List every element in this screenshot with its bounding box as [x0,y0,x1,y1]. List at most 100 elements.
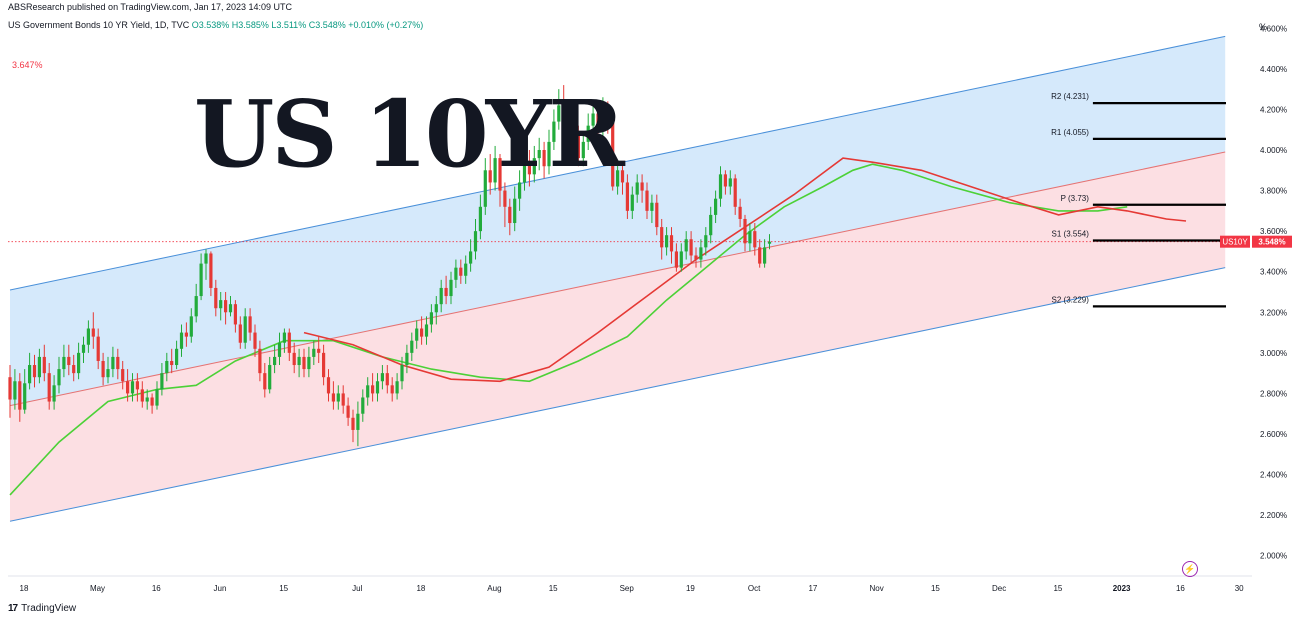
pivot-label: R1 (4.055) [1051,128,1089,137]
x-tick-label: 30 [1235,584,1244,593]
candle [135,373,139,402]
y-tick-label: 2.600% [1260,430,1287,439]
candle [155,381,159,410]
candle-body [189,316,193,337]
candle [606,101,610,134]
candle-body [155,389,159,406]
candle [674,243,678,272]
candle [375,373,380,402]
candle-body [194,296,198,317]
candle-body [473,231,478,252]
candle [684,231,688,260]
candle [586,113,590,150]
candle-body [47,373,51,402]
candle [709,206,713,244]
x-tick-label: Sep [620,584,635,593]
candle [297,348,301,378]
candle [258,340,262,382]
candle [287,328,291,361]
pivot-level: S1 (3.554) [1052,229,1226,242]
candle [767,234,772,250]
candle-body [219,300,223,309]
pivot-levels: R2 (4.231) R1 (4.055) P (3.73) S1 (3.554) S2… [1051,92,1226,308]
candle [351,409,355,443]
candle [508,198,512,236]
candle-body [72,365,76,374]
candle [28,352,32,390]
candle [552,109,556,150]
candle-body [77,352,81,374]
channel-middle-line [9,151,1226,407]
candle-body [493,158,497,183]
candle [184,322,188,347]
candle [576,125,580,167]
candle [503,182,507,228]
pivot-label: S2 (3.229) [1052,295,1090,304]
candle-body [596,113,600,130]
candle-body [655,202,659,228]
candle [346,397,350,426]
candle-body [18,381,22,410]
x-tick-label: May [90,584,105,593]
candle-body [699,247,703,260]
candle [18,373,22,422]
candle [763,239,767,268]
candle [532,145,536,183]
candle [635,174,639,203]
candle-body [228,304,233,313]
candle-body [86,328,90,345]
candle-body [635,182,639,195]
candle [591,101,595,134]
prev-close-label: 3.647% [12,60,43,70]
candle [733,174,737,215]
candle-body [8,377,12,400]
x-tick-label: 15 [279,584,288,593]
candle [557,89,561,130]
candle-body [121,369,125,382]
y-tick-label: 3.800% [1260,187,1287,196]
candle-body [611,121,615,187]
candle [542,141,546,179]
time-axis[interactable]: 18 May 16 Jun 15 Jul 18 Aug 15 Sep 19 Oct 17 Nov 15 Dec… [8,575,1252,593]
symbol-tag-bg [1220,235,1250,248]
candle [758,239,762,268]
candle [601,97,605,138]
candle-body [385,373,389,386]
candle-body [277,342,282,357]
candle [444,275,448,305]
candle [189,308,193,343]
tradingview-logo[interactable]: 17 TradingView [8,603,76,614]
candle [228,296,233,317]
replay-lightning-icon[interactable]: ⚡ [1182,561,1198,577]
candle-body [620,170,625,183]
candle [424,316,429,345]
candle-body [660,227,664,248]
candle-body [718,174,723,199]
x-tick-label: 16 [1176,584,1185,593]
candle-body [689,239,693,256]
candle [473,218,478,260]
candle-body [170,360,174,366]
candle-body [469,251,473,264]
candle [694,247,698,268]
candle [699,239,703,268]
price-tag-label: 3.548% [1258,238,1285,247]
symbol-legend[interactable]: US Government Bonds 10 YR Yield, 1D, TVC… [8,20,423,30]
candle [488,154,492,195]
candle [57,356,61,394]
candle-body [405,352,409,366]
price-axis[interactable]: 2.000% 2.200% 2.400% 2.600% 2.800% 3.000% 3.20… [1260,24,1287,560]
candle-body [282,332,286,343]
candle-body [665,235,669,248]
x-tick-label: Oct [748,584,761,593]
candle-body [581,141,585,159]
candle-body [522,162,527,183]
candle [101,352,105,386]
candle [179,324,184,357]
candle [449,271,453,305]
candle [439,279,443,313]
candle [704,227,708,256]
candle [689,231,693,264]
candle-body [537,150,541,159]
